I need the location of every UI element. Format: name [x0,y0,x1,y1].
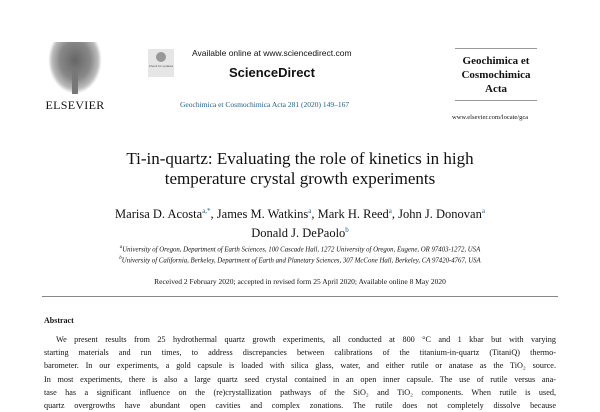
affiliation: University of Oregon, Department of Eart… [122,246,481,254]
abstract-line: quartz overgrowths have abundant open ca… [44,401,556,411]
abstract-text: We present results from 25 hydrothermal … [44,333,556,412]
tree-icon [48,42,102,94]
abstract-line: barometer. In our experiments, a gold ca… [44,361,556,371]
title-line: Ti-in-quartz: Evaluating the role of kin… [126,149,474,168]
author[interactable]: James M. Watkins [216,207,309,222]
author[interactable]: Donald J. DePaolo [251,226,346,241]
divider [42,296,558,297]
author-list: Marisa D. Acostaa,*, James M. Watkinsa, … [115,207,485,241]
journal-url[interactable]: www.elsevier.com/locate/gca [452,114,529,121]
author[interactable]: John J. Donovan [398,207,482,222]
title-line: temperature crystal growth experiments [164,169,436,188]
abstract-heading: Abstract [44,316,74,325]
publisher-name: ELSEVIER [45,98,105,112]
author-sup: a,* [202,207,211,215]
elsevier-logo: ELSEVIER [40,42,110,113]
available-online: Available online at www.sciencedirect.co… [192,48,352,58]
journal-line: Acta [485,83,507,95]
check-for-updates-badge[interactable]: Check for updates [148,49,174,77]
author-sup: a [308,207,312,215]
author[interactable]: Mark H. Reed [317,207,389,222]
abstract-line: In most experiments, there is also a lar… [44,374,556,384]
author-sup: a [481,207,485,215]
author-sup: a [388,207,392,215]
abstract-line: We present results from 25 hydrothermal … [56,335,556,344]
author-sup: b [345,226,349,235]
affiliation-sup: b [119,256,122,262]
check-badge-label: Check for updates [148,64,174,68]
journal-line: Geochimica et [462,55,530,67]
sciencedirect-logo: ScienceDirect [229,65,315,80]
abstract-line: tase has a significant influence on the … [44,387,556,397]
journal-citation[interactable]: Geochimica et Cosmochimica Acta 281 (202… [180,100,350,109]
journal-line: Cosmochimica [461,69,531,81]
author[interactable]: Marisa D. Acosta [115,207,203,222]
received-dates: Received 2 February 2020; accepted in re… [154,277,446,286]
journal-title: Geochimica et Cosmochimica Acta [455,48,537,101]
affiliations: aUniversity of Oregon, Department of Ear… [0,243,600,266]
article-title: Ti-in-quartz: Evaluating the role of kin… [0,149,600,189]
affiliation: University of California, Berkeley, Depa… [121,257,481,265]
abstract-line: starting materials and run times, to add… [44,348,556,358]
affiliation-sup: a [119,245,123,250]
